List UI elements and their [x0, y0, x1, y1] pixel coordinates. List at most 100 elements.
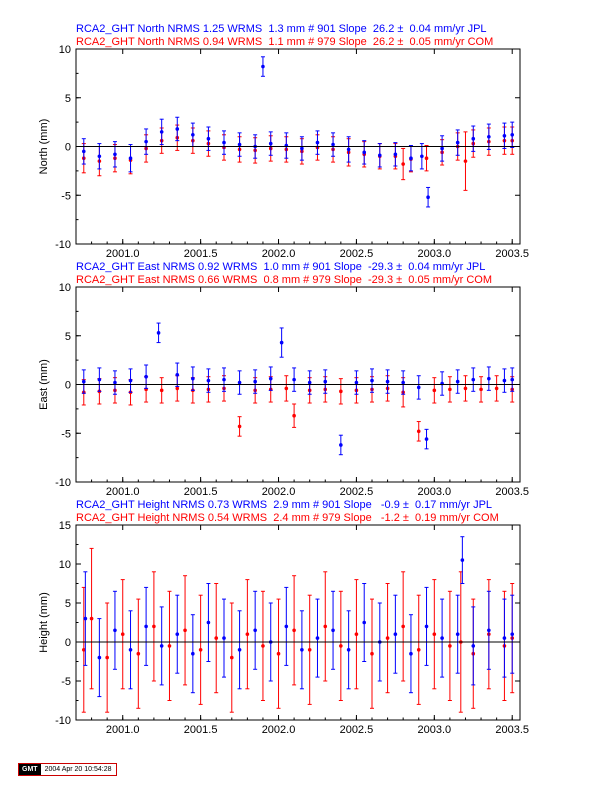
north-data-point: [426, 195, 430, 199]
north-y-tick-label: -10: [55, 239, 71, 251]
north-data-point: [487, 134, 491, 139]
north-data-point: [159, 130, 164, 134]
height-data-point: [323, 624, 328, 629]
height-data-point: [152, 624, 156, 629]
plot-timestamp: 2004 Apr 20 10:54:28: [44, 766, 112, 773]
east-data-point: [339, 389, 343, 394]
north-x-tick-label: 2003.5: [495, 248, 529, 260]
north-x-tick-label: 2001.5: [184, 248, 218, 260]
height-plot-frame: [75, 524, 521, 721]
height-data-point: [385, 636, 390, 640]
north-data-point: [510, 133, 515, 137]
north-data-point: [300, 146, 304, 151]
east-data-point: [253, 379, 257, 384]
north-x-tick-label: 2003.0: [417, 248, 451, 260]
height-data-point: [136, 651, 141, 656]
east-data-point: [156, 331, 161, 335]
height-data-point: [370, 651, 374, 656]
height-data-point: [487, 628, 491, 633]
north-data-point: [81, 149, 86, 154]
north-data-point: [144, 139, 148, 144]
height-data-point: [183, 628, 187, 633]
height-jpl-header: RCA2_GHT Height NRMS 0.73 WRMS 2.9 mm # …: [76, 499, 493, 511]
height-data-point: [105, 655, 109, 660]
height-data-point: [440, 636, 444, 640]
east-data-point: [222, 377, 226, 382]
east-data-point: [455, 379, 460, 384]
east-data-point: [113, 380, 117, 385]
north-data-point: [268, 141, 273, 146]
east-data-point: [432, 388, 437, 393]
height-x-tick-label: 2003.0: [417, 724, 451, 736]
east-y-tick-label: 10: [59, 282, 71, 294]
height-data-point: [354, 632, 359, 636]
north-data-point: [463, 159, 468, 163]
north-x-tick-label: 2001.0: [106, 248, 140, 260]
east-y-tick-label: -10: [55, 477, 71, 489]
east-data-point: [424, 437, 429, 441]
north-chart: 2001.0 2001.5 2002.0 2002.5 2003.0 2003.5 -10 -…: [38, 44, 529, 260]
height-data-point: [362, 620, 367, 625]
height-data-point: [81, 648, 86, 652]
east-y-axis-label: East (mm): [38, 359, 50, 410]
height-data-point: [175, 632, 180, 636]
east-y-tick-label: 0: [65, 380, 71, 392]
height-y-tick-label: 10: [59, 559, 71, 571]
north-data-point: [502, 133, 507, 138]
east-data-point: [416, 429, 421, 434]
north-data-point: [409, 156, 413, 160]
north-data-point: [206, 136, 211, 141]
height-data-point: [460, 558, 465, 562]
height-data-point: [198, 648, 203, 652]
height-data-point: [206, 620, 211, 625]
east-data-point: [510, 377, 515, 382]
north-y-tick-label: -5: [61, 190, 71, 202]
east-data-point: [370, 378, 374, 383]
height-data-point: [229, 655, 234, 660]
north-data-point: [113, 152, 117, 157]
east-chart: 2001.0 2001.5 2002.0 2002.5 2003.0 2003.5 -10 -…: [38, 282, 529, 498]
east-data-point: [175, 386, 180, 391]
east-data-point: [97, 377, 102, 382]
height-data-point: [331, 628, 335, 633]
north-data-point: [377, 153, 382, 158]
height-data-point: [409, 651, 413, 656]
height-data-point: [346, 648, 351, 652]
east-data-point: [463, 386, 468, 391]
east-data-point: [159, 388, 164, 393]
north-data-point: [440, 146, 444, 151]
north-y-tick-label: 5: [65, 93, 71, 105]
height-data-point: [471, 644, 476, 648]
height-y-tick-label: 5: [65, 598, 71, 610]
east-data-point: [416, 385, 421, 390]
height-x-tick-label: 2001.0: [106, 724, 140, 736]
height-data-point: [502, 636, 507, 640]
east-data-point: [494, 386, 499, 391]
east-x-tick-label: 2001.5: [184, 486, 218, 498]
height-y-axis-label: Height (mm): [38, 592, 50, 653]
height-y-tick-label: -5: [61, 676, 71, 688]
east-data-point: [323, 379, 328, 384]
height-y-tick-label: 15: [59, 520, 71, 532]
height-x-tick-label: 2002.5: [340, 724, 374, 736]
height-data-point: [284, 624, 289, 629]
height-data-point: [339, 644, 343, 648]
height-data-point: [83, 616, 88, 621]
north-data-point: [175, 127, 180, 131]
north-data-point: [315, 140, 320, 145]
east-data-point: [292, 377, 296, 382]
north-data-point: [471, 136, 476, 141]
height-data-point: [89, 616, 94, 621]
east-data-point: [385, 379, 390, 384]
north-x-tick-label: 2002.0: [262, 248, 296, 260]
height-data-point: [424, 624, 429, 629]
east-y-tick-label: 5: [65, 331, 71, 343]
height-x-tick-label: 2002.0: [262, 724, 296, 736]
east-data-point: [479, 387, 483, 392]
height-data-point: [448, 644, 452, 648]
height-data-point: [97, 655, 102, 660]
north-x-tick-label: 2002.5: [340, 248, 374, 260]
north-data-point: [128, 156, 133, 160]
east-x-tick-label: 2003.0: [417, 486, 451, 498]
height-data-point: [307, 648, 312, 652]
